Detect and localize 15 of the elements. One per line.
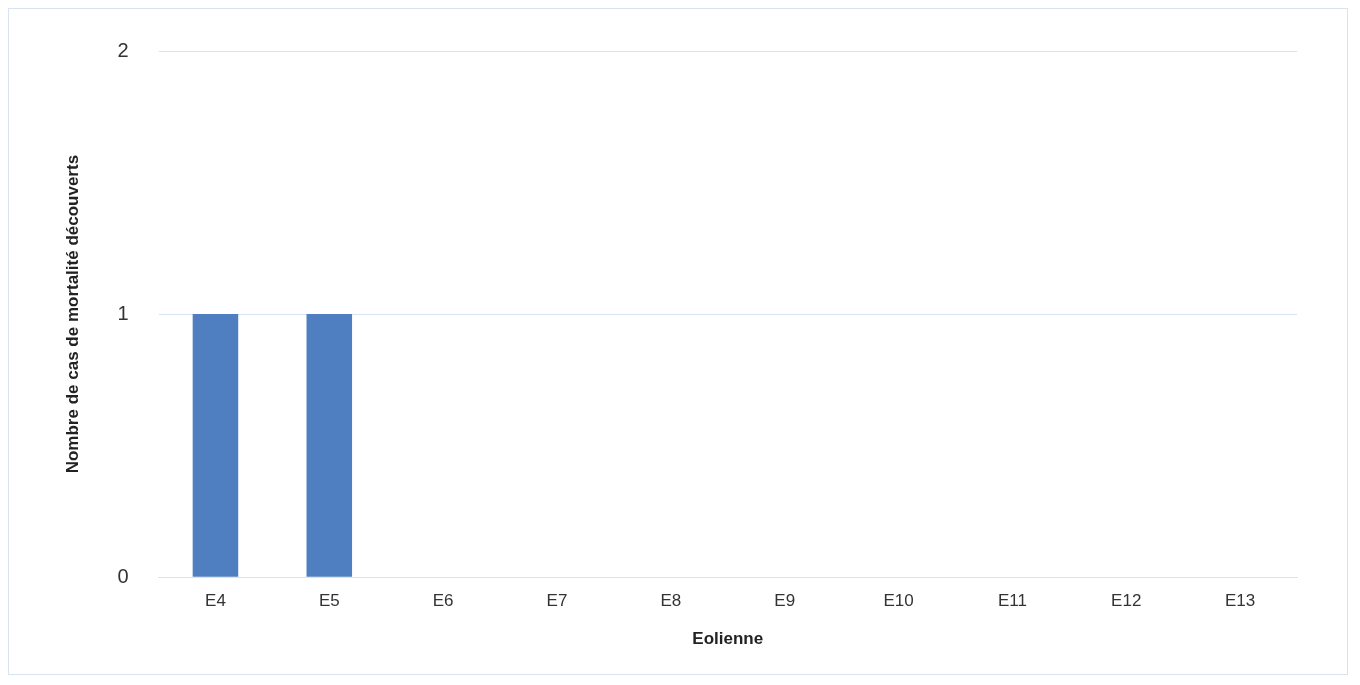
x-tick-label: E8 [660,591,682,611]
x-tick-label: E12 [1111,591,1142,611]
x-tick-label: E6 [432,591,454,611]
x-axis-title: Eolienne [692,629,764,649]
x-tick-label: E7 [546,591,568,611]
x-tick-label: E11 [997,591,1027,611]
y-axis-title: Nombre de cas de mortalité découverts [62,154,82,474]
x-tick-label: E4 [205,591,226,611]
x-tick-label: E5 [318,591,340,611]
y-tick-label: 2 [117,38,129,61]
x-tick-label: E13 [1224,591,1256,611]
y-tick-label: 0 [117,564,129,587]
y-tick-label: 1 [117,301,129,324]
x-tick-label: E10 [883,591,914,611]
x-tick-label: E9 [774,591,796,611]
